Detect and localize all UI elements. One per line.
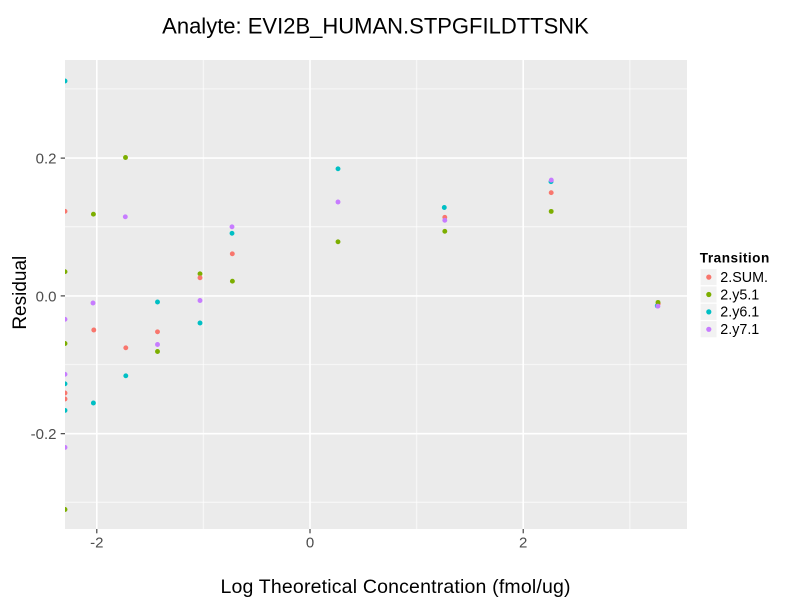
svg-text:-2: -2	[90, 535, 103, 552]
svg-text:-0.2: -0.2	[31, 426, 57, 443]
svg-text:Residual: Residual	[10, 256, 31, 330]
svg-text:Transition: Transition	[700, 250, 770, 265]
svg-text:0.0: 0.0	[36, 288, 57, 305]
svg-text:Analyte: EVI2B_HUMAN.STPGFILDT: Analyte: EVI2B_HUMAN.STPGFILDTTSNK	[162, 14, 589, 39]
svg-text:Log Theoretical Concentration: Log Theoretical Concentration (fmol/ug)	[220, 576, 570, 598]
svg-text:0.2: 0.2	[36, 151, 57, 168]
svg-text:2.SUM.: 2.SUM.	[720, 270, 768, 286]
svg-text:2.y5.1: 2.y5.1	[720, 287, 759, 303]
svg-text:2: 2	[519, 535, 527, 552]
svg-text:0: 0	[306, 535, 314, 552]
svg-text:2.y6.1: 2.y6.1	[720, 305, 759, 321]
svg-text:2.y7.1: 2.y7.1	[720, 322, 759, 338]
